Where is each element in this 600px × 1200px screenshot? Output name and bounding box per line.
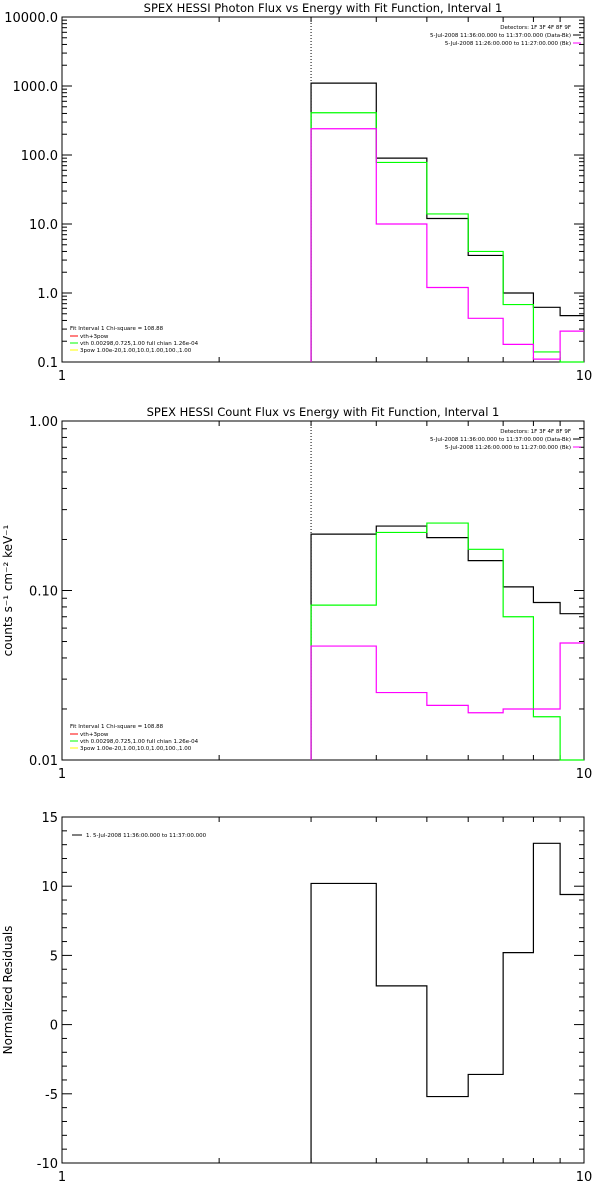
legend-entry-text: 5-Jul-2008 11:26:00.000 to 11:27:00.000 … xyxy=(445,445,571,451)
y-tick-label: -5 xyxy=(45,1088,58,1103)
series-line-1 xyxy=(310,525,584,760)
y-tick-label: 5 xyxy=(50,949,58,964)
x-tick-label: 1 xyxy=(58,767,66,782)
y-tick-label: 0.01 xyxy=(29,754,58,769)
y-tick-label: -10 xyxy=(37,1157,58,1172)
plot-frame xyxy=(61,16,585,363)
fit-legend-entry: vth+3pow xyxy=(80,334,109,340)
x-tick-label: 10 xyxy=(576,767,593,782)
legend-entry-text: 1. 5-Jul-2008 11:36:00.000 to 11:37:00.0… xyxy=(86,833,207,839)
y-axis-label: Normalized Residuals xyxy=(1,926,15,1055)
series-line-2 xyxy=(310,112,584,363)
plot-frame xyxy=(61,816,585,1164)
y-tick-label: 0 xyxy=(50,1019,58,1034)
legend-header: Detectors: 1F 3F 4F 8F 9F xyxy=(500,429,571,435)
x-tick-label: 1 xyxy=(58,1170,66,1185)
series-line-1 xyxy=(310,842,584,1163)
y-tick-label: 10 xyxy=(41,880,58,895)
fit-legend-entry: vth 0.00298,0.725,1.00 full chian 1.26e-… xyxy=(80,739,199,745)
series-line-3 xyxy=(310,642,584,760)
chart-title: SPEX HESSI Photon Flux vs Energy with Fi… xyxy=(144,1,503,15)
fit-legend-header: Fit Interval 1 Chi-square = 108.88 xyxy=(70,326,164,332)
y-tick-label: 1.0 xyxy=(37,287,58,302)
y-axis-label: counts s⁻¹ cm⁻² keV⁻¹ xyxy=(1,524,15,656)
fit-legend-entry: vth+3pow xyxy=(80,732,109,738)
y-tick-label: 10000.0 xyxy=(4,11,58,26)
y-tick-label: 0.1 xyxy=(37,356,58,371)
y-tick-label: 1000.0 xyxy=(13,80,59,95)
series-line-3 xyxy=(310,128,584,362)
fit-legend-header: Fit Interval 1 Chi-square = 108.88 xyxy=(70,724,164,730)
legend-entry-text: 5-Jul-2008 11:36:00.000 to 11:37:00.000 … xyxy=(430,437,571,443)
x-tick-label: 1 xyxy=(58,369,66,384)
x-tick-label: 10 xyxy=(576,1170,593,1185)
y-tick-label: 10.0 xyxy=(29,218,58,233)
legend-entry-text: 5-Jul-2008 11:26:00.000 to 11:27:00.000 … xyxy=(445,41,571,47)
x-tick-label: 10 xyxy=(576,369,593,384)
y-tick-label: 0.10 xyxy=(29,585,58,600)
series-line-2 xyxy=(310,522,584,761)
fit-legend-entry: vth 0.00298,0.725,1.00 full chian 1.26e-… xyxy=(80,341,199,347)
chart-title: SPEX HESSI Count Flux vs Energy with Fit… xyxy=(147,405,500,419)
y-tick-label: 15 xyxy=(41,811,58,826)
y-tick-label: 100.0 xyxy=(21,149,58,164)
chart-panel-3: 1 10 -10 -5 0 5 10 15 Normalized Residuals 1. 5-J… xyxy=(1,811,592,1185)
chart-panel-2: SPEX HESSI Count Flux vs Energy with Fit… xyxy=(1,405,592,782)
legend-entry-text: 5-Jul-2008 11:36:00.000 to 11:37:00.000 … xyxy=(430,33,571,39)
legend-header: Detectors: 1F 3F 4F 8F 9F xyxy=(500,25,571,31)
series-line-1 xyxy=(310,82,584,362)
fit-legend-entry: 3pow 1.00e-20,1.00,10.0,1.00,100.,1.00 xyxy=(80,746,192,752)
chart-panel-1: SPEX HESSI Photon Flux vs Energy with Fi… xyxy=(4,1,592,384)
y-tick-label: 1.00 xyxy=(29,415,58,430)
fit-legend-entry: 3pow 1.00e-20,1.00,10.0,1.00,100.,1.00 xyxy=(80,348,192,354)
